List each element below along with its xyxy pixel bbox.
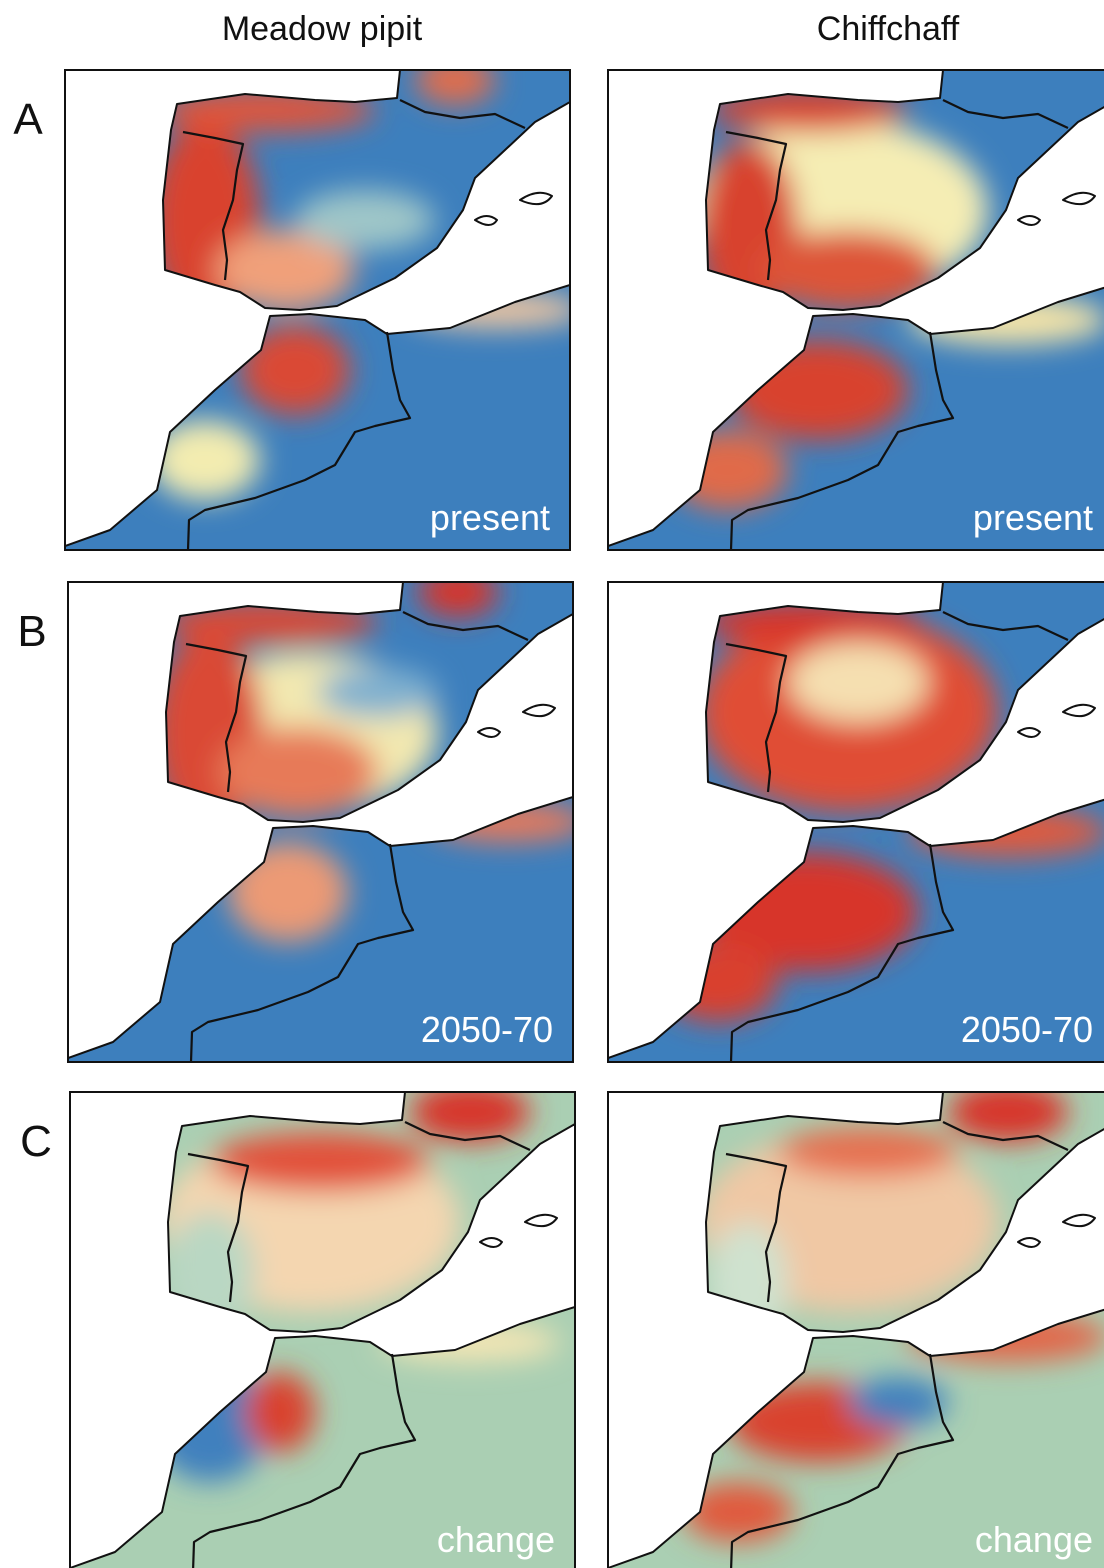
map-panel: present — [64, 69, 571, 551]
panel-caption: change — [437, 1519, 555, 1560]
panel-caption: present — [430, 497, 550, 538]
column-title: Meadow pipit — [222, 10, 423, 48]
panel-caption: change — [975, 1519, 1093, 1560]
map-panel: 2050-70 — [607, 581, 1104, 1063]
row-label: B — [17, 607, 46, 656]
panel-caption: present — [973, 497, 1093, 538]
column-title: Chiffchaff — [817, 10, 960, 48]
panel-caption: 2050-70 — [421, 1009, 553, 1050]
map-panel: present — [607, 69, 1104, 551]
map-panel: change — [607, 1091, 1104, 1568]
row-label: A — [13, 95, 43, 144]
map-panel: change — [69, 1091, 576, 1568]
row-label: C — [20, 1117, 52, 1166]
map-panel: 2050-70 — [67, 581, 574, 1063]
panel-caption: 2050-70 — [961, 1009, 1093, 1050]
